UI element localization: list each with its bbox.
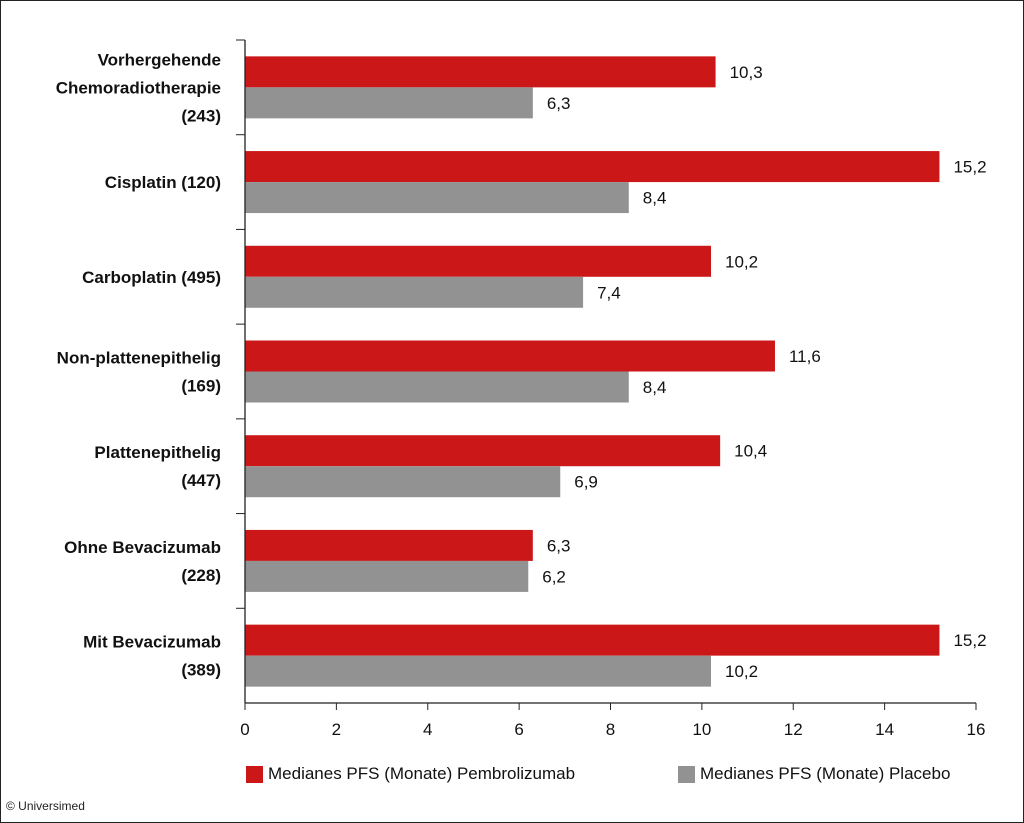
x-tick-label-3: 6 xyxy=(514,720,523,739)
x-tick-label-5: 10 xyxy=(692,720,711,739)
bar-pembrolizumab-3 xyxy=(245,340,775,372)
copyright-credit: © Universimed xyxy=(6,799,85,813)
x-tick-label-2: 4 xyxy=(423,720,432,739)
value-label-pembrolizumab-4: 10,4 xyxy=(734,442,767,461)
value-label-pembrolizumab-5: 6,3 xyxy=(547,536,571,555)
category-label-0-line-2: (243) xyxy=(181,106,221,125)
category-label-0-line-0: Vorhergehende xyxy=(98,50,221,69)
value-label-placebo-4: 6,9 xyxy=(574,473,598,492)
bar-placebo-6 xyxy=(245,655,712,687)
bar-placebo-4 xyxy=(245,466,561,498)
category-label-4-line-0: Plattenepithelig xyxy=(94,443,221,462)
axes-group: 0 2 4 6 8 10 12 14 16 xyxy=(236,39,986,739)
x-tick-label-4: 8 xyxy=(606,720,615,739)
bar-placebo-3 xyxy=(245,371,629,403)
x-tick-label-0: 0 xyxy=(240,720,249,739)
legend-item-placebo: Medianes PFS (Monate) Placebo xyxy=(678,764,950,784)
x-tick-label-7: 14 xyxy=(875,720,894,739)
value-label-pembrolizumab-6: 15,2 xyxy=(953,631,986,650)
category-label-5-line-0: Ohne Bevacizumab xyxy=(64,538,221,557)
bar-placebo-0 xyxy=(245,87,533,119)
category-label-2-line-0: Carboplatin (495) xyxy=(82,268,221,287)
category-label-3-line-1: (169) xyxy=(181,377,221,396)
category-label-4-line-1: (447) xyxy=(181,471,221,490)
x-tick-label-1: 2 xyxy=(332,720,341,739)
x-tick-label-8: 16 xyxy=(967,720,986,739)
bar-pembrolizumab-5 xyxy=(245,529,533,561)
bar-pembrolizumab-0 xyxy=(245,56,716,88)
category-label-0-line-1: Chemoradiotherapie xyxy=(56,78,221,97)
value-label-pembrolizumab-2: 10,2 xyxy=(725,252,758,271)
legend-item-pembrolizumab: Medianes PFS (Monate) Pembrolizumab xyxy=(246,764,575,784)
bar-pembrolizumab-6 xyxy=(245,624,940,656)
bar-placebo-2 xyxy=(245,276,584,308)
value-label-placebo-3: 8,4 xyxy=(643,378,667,397)
category-label-1-line-0: Cisplatin (120) xyxy=(105,173,221,192)
value-labels-group: 10,3 6,3 15,2 8,4 10,2 7,4 11,6 8,4 10,4 6,9 6,3 6,… xyxy=(542,63,986,681)
category-label-6-line-0: Mit Bevacizumab xyxy=(83,633,221,652)
legend-label-pembrolizumab: Medianes PFS (Monate) Pembrolizumab xyxy=(268,764,576,783)
category-label-6-line-1: (389) xyxy=(181,661,221,680)
category-label-3-line-0: Non-plattenepithelig xyxy=(57,349,221,368)
bar-placebo-5 xyxy=(245,560,529,592)
x-tick-label-6: 12 xyxy=(784,720,803,739)
value-label-placebo-2: 7,4 xyxy=(597,283,621,302)
value-label-placebo-5: 6,2 xyxy=(542,567,566,586)
legend-swatch-pembrolizumab xyxy=(246,765,263,783)
bar-placebo-1 xyxy=(245,182,629,214)
value-label-pembrolizumab-3: 11,6 xyxy=(789,347,821,366)
bars-group xyxy=(245,56,940,687)
category-label-5-line-1: (228) xyxy=(181,566,221,585)
legend-swatch-placebo xyxy=(678,765,695,783)
value-label-placebo-6: 10,2 xyxy=(725,662,758,681)
value-label-placebo-1: 8,4 xyxy=(643,189,667,208)
value-label-pembrolizumab-0: 10,3 xyxy=(730,63,763,82)
category-labels-group: Vorhergehende Chemoradiotherapie (243) Cisp… xyxy=(56,50,221,679)
legend-label-placebo: Medianes PFS (Monate) Placebo xyxy=(700,764,951,783)
value-label-pembrolizumab-1: 15,2 xyxy=(953,158,986,177)
bar-pembrolizumab-1 xyxy=(245,151,940,183)
value-label-placebo-0: 6,3 xyxy=(547,94,571,113)
bar-pembrolizumab-2 xyxy=(245,245,712,277)
bar-pembrolizumab-4 xyxy=(245,435,721,467)
